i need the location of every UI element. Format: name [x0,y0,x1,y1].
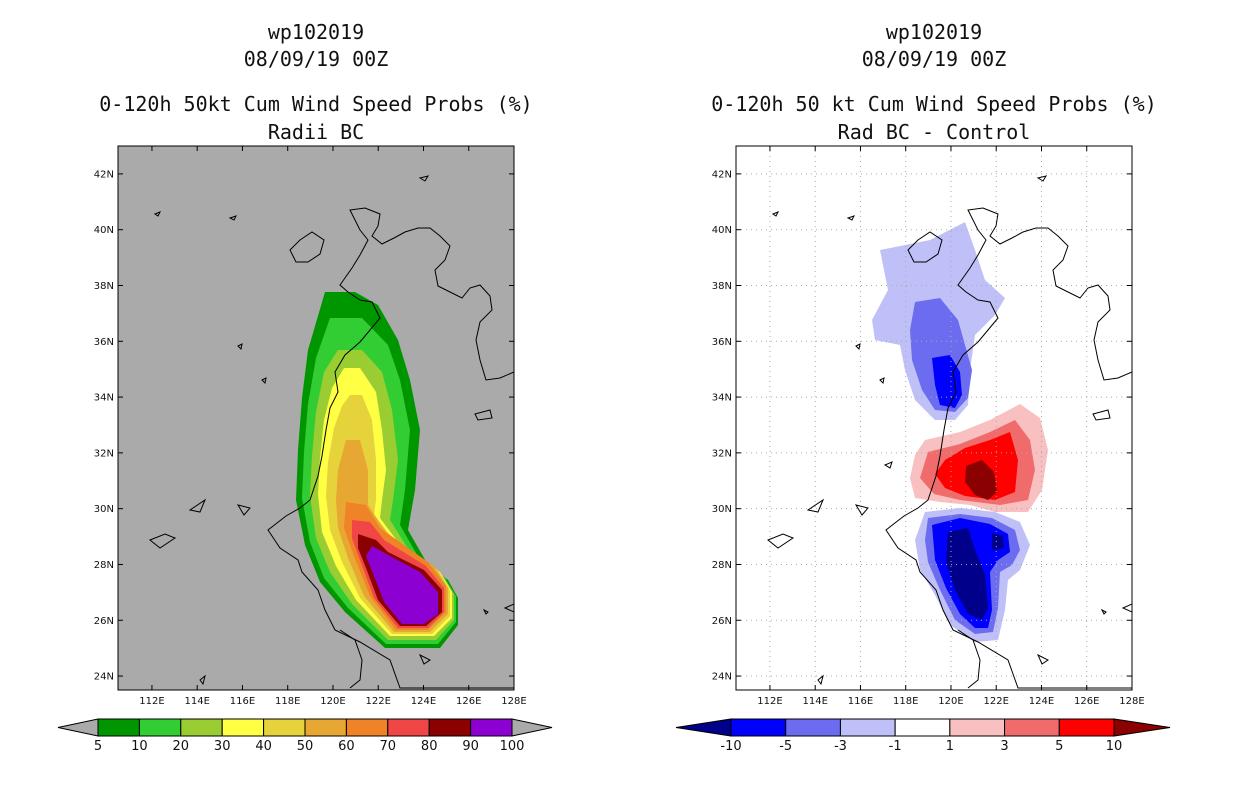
left-colorbar-label-100: 100 [500,739,525,754]
x-tick-label-122E: 122E [984,696,1009,707]
y-tick-label-40N: 40N [94,225,114,236]
x-tick-label-116E: 116E [230,696,255,707]
x-tick-label-112E: 112E [139,696,164,707]
x-tick-label-114E: 114E [184,696,209,707]
left-colorbar-box-6 [345,718,389,737]
left-colorbar-label-80: 80 [421,739,438,754]
right-colorbar: -10 -5 -3 -1 1 3 5 10 [675,718,1171,754]
right-colorbar-arrow-high [1113,718,1171,737]
left-title-line4: Radii BC [267,120,365,144]
x-tick-label-128E: 128E [1119,696,1144,707]
y-tick-label-42N: 42N [94,169,114,180]
right-colorbar-arrow-low [675,718,732,737]
left-colorbar-label-40: 40 [255,739,272,754]
y-tick-label-28N: 28N [712,560,732,571]
y-tick-label-32N: 32N [712,448,732,459]
x-tick-label-114E: 114E [802,696,827,707]
x-tick-label-112E: 112E [757,696,782,707]
right-colorbar-label--3: -3 [834,739,847,754]
x-tick-label-120E: 120E [938,696,963,707]
right-colorbar-box-6 [1058,718,1115,737]
x-tick-label-126E: 126E [456,696,481,707]
right-colorbar-box-2 [839,718,896,737]
right-colorbar-label-3: 3 [1000,739,1008,754]
right-colorbar-label-10: 10 [1106,739,1123,754]
x-tick-label-126E: 126E [1074,696,1099,707]
left-colorbar-label-70: 70 [380,739,397,754]
right-colorbar-label-1: 1 [946,739,954,754]
y-tick-label-26N: 26N [712,616,732,627]
left-colorbar-box-7 [387,718,430,737]
left-colorbar-arrow-low [57,718,99,737]
y-tick-label-26N: 26N [94,616,114,627]
left-axes: 112E 114E 116E 118E 120E 122E 124E 126E 128E 24N 2… [94,146,527,707]
y-tick-label-34N: 34N [712,393,732,404]
right-title-line2: 08/09/19 00Z [861,47,1007,71]
right-colorbar-label--10: -10 [720,739,741,754]
y-tick-label-32N: 32N [94,448,114,459]
left-colorbar-label-5: 5 [94,739,102,754]
right-title-line4: Rad BC - Control [837,120,1031,144]
left-colorbar-label-50: 50 [297,739,314,754]
left-colorbar-label-90: 90 [462,739,479,754]
left-colorbar-box-4 [263,718,306,737]
y-tick-label-38N: 38N [94,281,114,292]
x-tick-label-116E: 116E [848,696,873,707]
left-colorbar-box-1 [138,718,182,737]
right-colorbar-label--5: -5 [779,739,792,754]
x-tick-label-118E: 118E [893,696,918,707]
right-colorbar-label--1: -1 [889,739,902,754]
y-tick-label-40N: 40N [712,225,732,236]
left-colorbar-box-9 [470,718,513,737]
y-tick-label-30N: 30N [712,504,732,515]
left-colorbar-label-20: 20 [173,739,190,754]
x-tick-label-124E: 124E [1029,696,1054,707]
y-tick-label-30N: 30N [94,504,114,515]
left-colorbar-box-8 [428,718,472,737]
left-colorbar: 5 10 20 30 40 50 60 70 80 90 100 [57,718,553,754]
right-gridlines [736,146,1132,690]
left-colorbar-arrow-high [511,718,553,737]
right-plot-frame [735,145,1133,691]
left-title-line2: 08/09/19 00Z [243,47,389,71]
y-tick-label-24N: 24N [712,672,732,683]
right-colorbar-label-5: 5 [1055,739,1063,754]
left-colorbar-label-30: 30 [214,739,231,754]
right-title-line3: 0-120h 50 kt Cum Wind Speed Probs (%) [711,92,1157,116]
y-tick-label-24N: 24N [94,672,114,683]
left-colorbar-box-3 [221,718,265,737]
left-colorbar-box-2 [180,718,223,737]
right-colorbar-box-4 [949,718,1006,737]
left-colorbar-label-60: 60 [338,739,355,754]
x-tick-label-128E: 128E [501,696,526,707]
right-axes: 112E 114E 116E 118E 120E 122E 124E 126E 128E 24N 2… [712,146,1145,707]
left-coastlines [149,175,514,689]
right-colorbar-box-5 [1004,718,1060,737]
right-colorbar-box-3 [894,718,951,737]
x-tick-label-122E: 122E [366,696,391,707]
right-colorbar-box-1 [785,718,841,737]
right-colorbar-box-0 [730,718,787,737]
right-title-line1: wp102019 [885,20,983,44]
x-tick-label-124E: 124E [411,696,436,707]
left-colorbar-box-5 [304,718,347,737]
right-map: 112E 114E 116E 118E 120E 122E 124E 126E 128E 24N 2… [712,145,1145,707]
x-tick-label-120E: 120E [320,696,345,707]
left-colorbar-label-10: 10 [131,739,148,754]
left-plot-frame [117,145,515,691]
y-tick-label-38N: 38N [712,281,732,292]
left-title-line1: wp102019 [267,20,365,44]
left-colorbar-box-0 [97,718,140,737]
x-tick-label-118E: 118E [275,696,300,707]
y-tick-label-34N: 34N [94,393,114,404]
right-coastlines [767,175,1132,689]
y-tick-label-36N: 36N [94,337,114,348]
left-map: 112E 114E 116E 118E 120E 122E 124E 126E 128E 24N 2… [94,145,527,707]
y-tick-label-42N: 42N [712,169,732,180]
left-title-line3: 0-120h 50kt Cum Wind Speed Probs (%) [99,92,533,116]
y-tick-label-36N: 36N [712,337,732,348]
y-tick-label-28N: 28N [94,560,114,571]
